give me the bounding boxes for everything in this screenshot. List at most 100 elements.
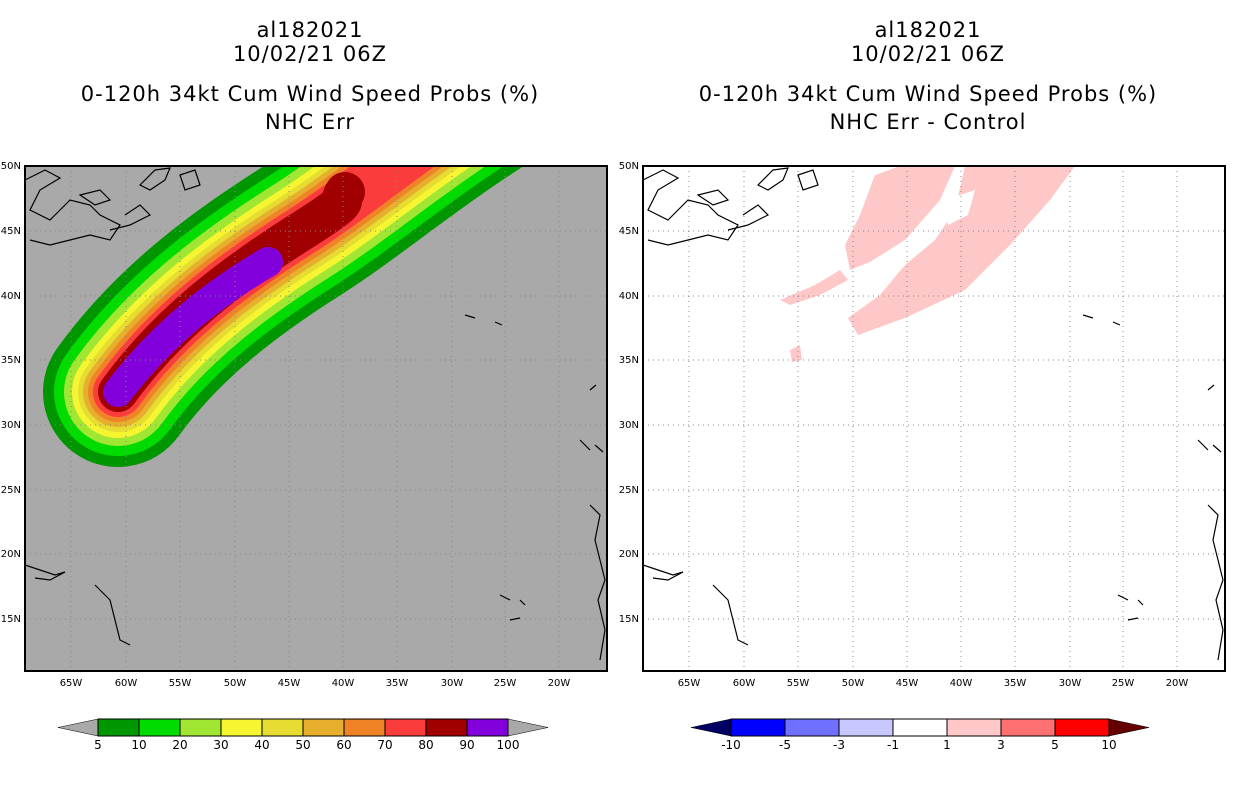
difference-gap bbox=[945, 190, 975, 225]
latitude-label: 20N bbox=[619, 549, 639, 560]
difference-area bbox=[845, 166, 955, 270]
latitude-label: 25N bbox=[619, 485, 639, 496]
coastline bbox=[696, 189, 730, 206]
colorbar-swatch bbox=[1000, 718, 1056, 737]
latitude-label: 15N bbox=[1, 614, 21, 625]
colorbar-swatch bbox=[343, 718, 386, 737]
coastline bbox=[589, 384, 597, 391]
colorbar-swatch bbox=[466, 718, 509, 737]
latitude-label: 50N bbox=[619, 161, 639, 172]
colorbar-label: -1 bbox=[887, 738, 899, 752]
colorbar-label: 60 bbox=[336, 738, 351, 752]
colorbar-label: 20 bbox=[172, 738, 187, 752]
right-map: 50N 45N 40N 35N 30N 25N 20N 15N 65W 60W 55W 50W 45W 4… bbox=[619, 161, 1226, 689]
colorbar-swatch bbox=[892, 718, 948, 737]
latitude-label: 25N bbox=[1, 485, 21, 496]
coastline bbox=[643, 564, 684, 581]
storm-id: al182021 bbox=[874, 18, 982, 42]
grid-lines: 50N 45N 40N 35N 30N 25N 20N 15N 65W 60W 55W 50W 45W 4… bbox=[1, 161, 607, 689]
colorbar-high-end bbox=[1108, 718, 1150, 737]
latitude-label: 45N bbox=[619, 226, 639, 237]
longitude-label: 25W bbox=[1112, 678, 1135, 689]
coastline bbox=[179, 169, 201, 191]
subtitle: NHC Err - Control bbox=[829, 110, 1027, 134]
colorbar-swatch bbox=[425, 718, 468, 737]
difference-area bbox=[848, 166, 1075, 335]
longitude-label: 60W bbox=[733, 678, 756, 689]
right-colorbar: -10 -5 -3 -1 1 3 5 10 bbox=[690, 718, 1150, 752]
product-title: 0-120h 34kt Cum Wind Speed Probs (%) bbox=[698, 82, 1158, 106]
colorbar-label: 5 bbox=[94, 738, 102, 752]
latitude-label: 30N bbox=[619, 420, 639, 431]
longitude-label: 45W bbox=[896, 678, 919, 689]
probability-plume bbox=[43, 166, 524, 467]
coastline bbox=[109, 204, 152, 231]
colorbar-swatch bbox=[97, 718, 140, 737]
colorbar-label: 1 bbox=[943, 738, 951, 752]
left-map: 50N 45N 40N 35N 30N 25N 20N 15N 65W 60W 55W 50W 45W 4… bbox=[1, 161, 608, 689]
latitude-label: 50N bbox=[1, 161, 21, 172]
coastline bbox=[464, 314, 503, 326]
coastline bbox=[138, 167, 171, 191]
coastline bbox=[1117, 594, 1144, 621]
product-title: 0-120h 34kt Cum Wind Speed Probs (%) bbox=[80, 82, 540, 106]
coastline bbox=[1197, 439, 1222, 453]
colorbar-label: -3 bbox=[833, 738, 845, 752]
coastline bbox=[1207, 384, 1215, 391]
storm-id: al182021 bbox=[256, 18, 364, 42]
coastline bbox=[797, 169, 819, 191]
difference-field bbox=[780, 166, 1075, 362]
longitude-label: 25W bbox=[494, 678, 517, 689]
colorbar-swatch bbox=[838, 718, 894, 737]
coastline bbox=[589, 504, 606, 661]
longitude-label: 55W bbox=[787, 678, 810, 689]
longitude-label: 40W bbox=[332, 678, 355, 689]
colorbar-label: 50 bbox=[295, 738, 310, 752]
coastline bbox=[727, 204, 770, 231]
difference-area bbox=[780, 270, 848, 305]
colorbar-label: -10 bbox=[721, 738, 741, 752]
map-frame bbox=[642, 165, 1226, 672]
latitude-label: 30N bbox=[1, 420, 21, 431]
coastline bbox=[78, 189, 112, 206]
colorbar-swatch bbox=[946, 718, 1002, 737]
coastline bbox=[499, 594, 526, 621]
longitude-label: 50W bbox=[842, 678, 865, 689]
left-colorbar: 5 10 20 30 40 50 60 70 80 90 100 bbox=[57, 718, 549, 752]
colorbar-swatch bbox=[261, 718, 304, 737]
longitude-label: 40W bbox=[950, 678, 973, 689]
coastline bbox=[94, 584, 131, 646]
longitude-label: 65W bbox=[678, 678, 701, 689]
colorbar-label: 3 bbox=[997, 738, 1005, 752]
coastline bbox=[643, 169, 739, 246]
colorbar-swatch bbox=[730, 718, 786, 737]
colorbar-label: 5 bbox=[1051, 738, 1059, 752]
longitude-label: 20W bbox=[1166, 678, 1189, 689]
longitude-label: 30W bbox=[441, 678, 464, 689]
map-frame bbox=[24, 165, 608, 672]
coastline bbox=[25, 564, 66, 581]
colorbar-swatch bbox=[179, 718, 222, 737]
colorbar-label: 90 bbox=[459, 738, 474, 752]
longitude-label: 30W bbox=[1059, 678, 1082, 689]
colorbar-swatch bbox=[302, 718, 345, 737]
right-title: al182021 10/02/21 06Z 0-120h 34kt Cum Wi… bbox=[648, 18, 1208, 134]
colorbar-swatch bbox=[220, 718, 263, 737]
longitude-label: 35W bbox=[386, 678, 409, 689]
latitude-label: 40N bbox=[1, 291, 21, 302]
latitude-label: 45N bbox=[1, 226, 21, 237]
coastline bbox=[25, 169, 121, 246]
datetime: 10/02/21 06Z bbox=[850, 42, 1006, 66]
coastlines bbox=[25, 167, 606, 661]
colorbar-swatch bbox=[384, 718, 427, 737]
colorbar-label: -5 bbox=[779, 738, 791, 752]
grid-lines: 50N 45N 40N 35N 30N 25N 20N 15N 65W 60W 55W 50W 45W 4… bbox=[619, 161, 1225, 689]
coastline bbox=[756, 167, 789, 191]
colorbar-swatch bbox=[784, 718, 840, 737]
latitude-label: 35N bbox=[1, 355, 21, 366]
plume-band bbox=[103, 247, 283, 407]
colorbar-label: 10 bbox=[1101, 738, 1116, 752]
colorbar-label: 100 bbox=[497, 738, 520, 752]
colorbar-swatch bbox=[138, 718, 181, 737]
